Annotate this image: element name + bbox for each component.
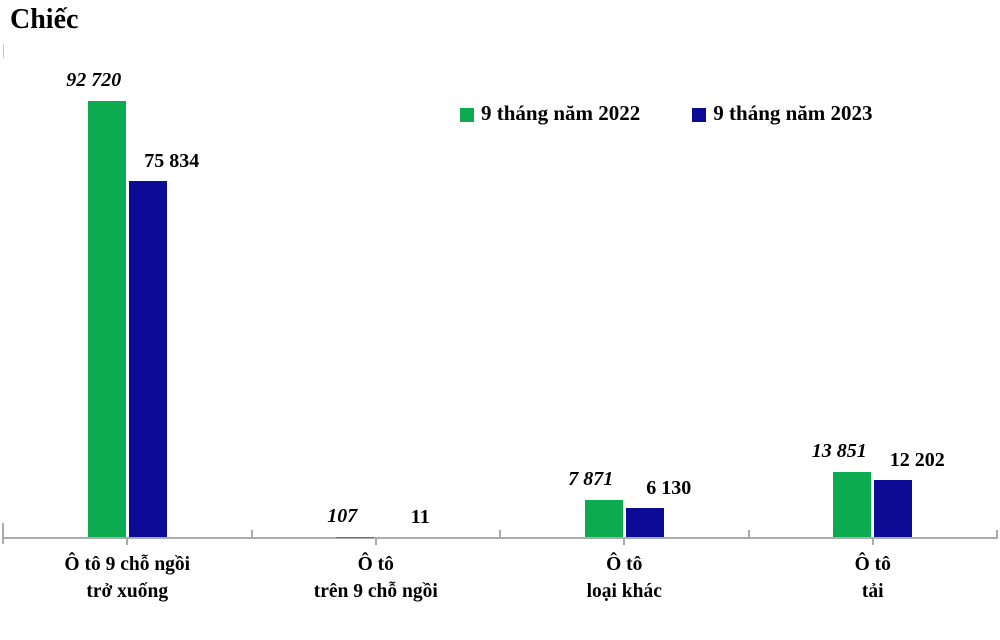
legend-label-2023: 9 tháng năm 2023 — [713, 101, 873, 125]
bar-2023-group-1 — [128, 180, 167, 537]
value-label: 12 202 — [889, 448, 945, 471]
legend: 9 tháng năm 2022 9 tháng năm 2023 — [460, 101, 873, 126]
bar-2022-group-1 — [87, 101, 126, 537]
x-axis-category-line: Ô tô — [606, 554, 643, 575]
x-axis-category-line: Ô tô — [357, 554, 394, 575]
bar-2022-group-2 — [336, 536, 375, 537]
bar-2023-group-3 — [625, 508, 664, 537]
axis-tick — [996, 530, 998, 539]
legend-swatch-2023-icon — [692, 107, 707, 122]
value-label: 6 130 — [646, 477, 692, 500]
x-axis-category-label: Ô tô 9 chỗ ngồi trở xuống — [0, 551, 257, 605]
axis-tick — [499, 530, 501, 539]
axis-tick — [623, 539, 626, 545]
axis-tick — [374, 539, 377, 545]
legend-label-2022: 9 tháng năm 2022 — [481, 101, 641, 125]
legend-item-2022: 9 tháng năm 2022 — [460, 101, 640, 126]
x-axis-category-line: Ô tô 9 chỗ ngồi — [64, 554, 191, 575]
value-label: 7 871 — [568, 468, 614, 491]
x-axis-category-label: Ô tô trên 9 chỗ ngồi — [246, 551, 506, 605]
value-label: 13 851 — [811, 439, 867, 462]
legend-swatch-2022-icon — [460, 107, 474, 122]
x-axis-category-line: trên 9 chỗ ngồi — [313, 581, 438, 602]
value-label: 92 720 — [66, 69, 122, 92]
x-axis-category-line: tải — [861, 581, 884, 602]
x-axis-category-label: Ô tô loại khác — [494, 551, 754, 605]
x-axis-category-line: Ô tô — [854, 554, 891, 575]
bar-2022-group-3 — [584, 500, 623, 537]
axis-tick — [250, 530, 253, 539]
value-label: 107 — [327, 504, 358, 527]
x-axis-category-line: loại khác — [586, 581, 662, 602]
y-axis-stub — [3, 44, 4, 58]
legend-item-2023: 9 tháng năm 2023 — [692, 101, 873, 126]
axis-tick — [747, 530, 750, 539]
bar-2022-group-4 — [833, 471, 872, 537]
value-label: 11 — [410, 505, 430, 528]
axis-tick — [126, 539, 129, 545]
axis-tick — [871, 539, 874, 545]
axis-tick — [2, 523, 4, 544]
x-axis-category-label: Ô tô tải — [743, 551, 1000, 605]
bar-2023-group-4 — [874, 479, 913, 537]
axis-unit-label: Chiếc — [10, 4, 79, 35]
x-axis-category-line: trở xuống — [86, 581, 169, 602]
value-label: 75 834 — [144, 149, 200, 172]
